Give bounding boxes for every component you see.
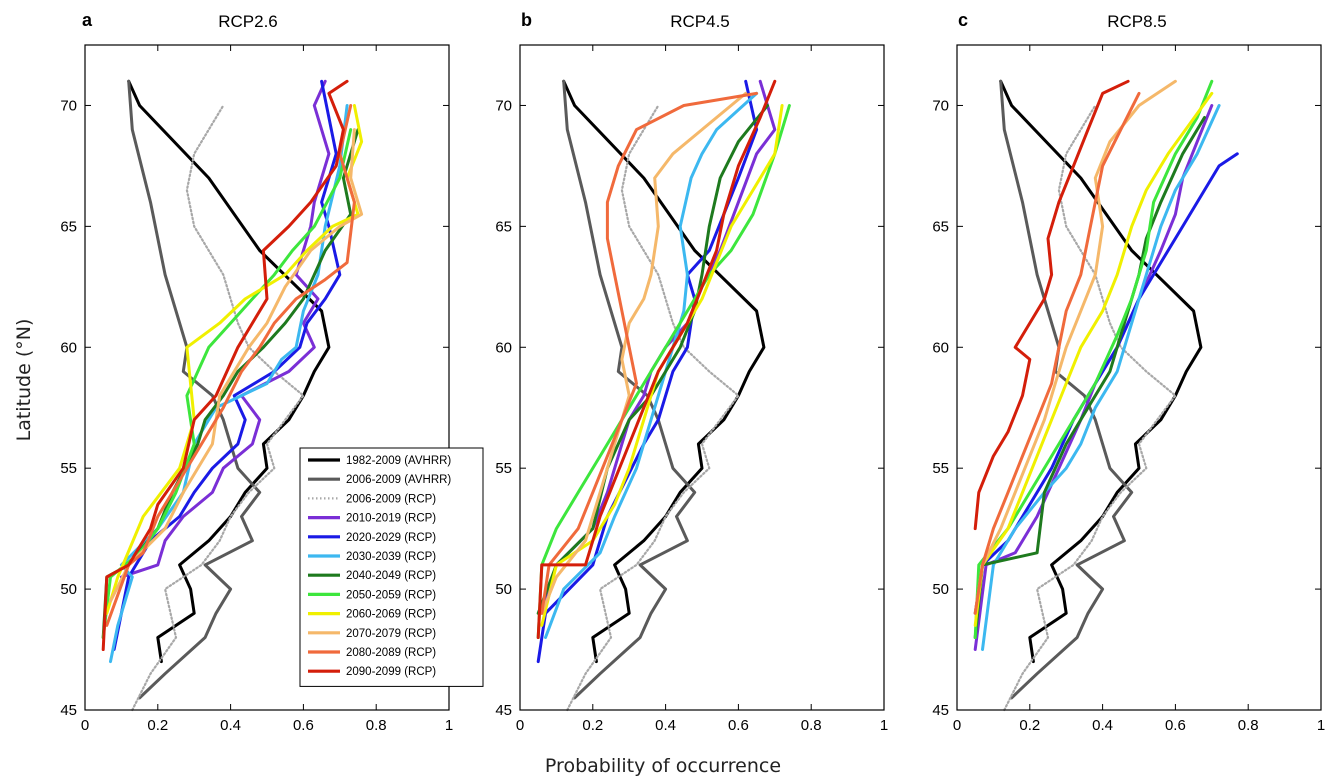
- y-tick-label-c-0: 45: [932, 702, 949, 719]
- x-tick-label-a-2: 0.4: [220, 717, 241, 734]
- y-tick-label-b-5: 70: [495, 97, 512, 114]
- y-tick-label-b-1: 50: [495, 581, 512, 598]
- y-tick-label-c-2: 55: [932, 460, 949, 477]
- x-tick-label-b-4: 0.8: [801, 717, 822, 734]
- x-tick-label-b-2: 0.4: [655, 717, 676, 734]
- plot-area-b: 0 0.2 0.4 0.6 0.8 1 45 50 55 60 65 70: [495, 44, 888, 734]
- series-line-b-6: [536, 104, 769, 615]
- series-line-b-1: [562, 79, 697, 700]
- x-tick-label-b-1: 0.2: [582, 717, 603, 734]
- legend-label-7: 2050-2059 (RCP): [346, 589, 436, 601]
- y-tick-label-c-1: 50: [932, 581, 949, 598]
- y-tick-label-a-0: 45: [60, 702, 77, 719]
- panel-a-letter: a: [82, 10, 93, 30]
- legend-label-11: 2090-2099 (RCP): [346, 666, 436, 678]
- y-tick-label-b-2: 55: [495, 460, 512, 477]
- axes-frame-c: [956, 44, 1322, 711]
- x-tick-label-a-3: 0.6: [293, 717, 314, 734]
- legend-label-8: 2060-2069 (RCP): [346, 609, 436, 621]
- x-tick-label-a-5: 1: [445, 717, 453, 734]
- series-line-b-4: [536, 79, 759, 664]
- panel-a: a RCP2.6: [82, 10, 278, 31]
- y-tick-label-a-4: 65: [60, 218, 77, 235]
- legend-box: [299, 447, 484, 687]
- y-tick-label-c-3: 60: [932, 339, 949, 356]
- x-tick-label-c-3: 0.6: [1165, 717, 1186, 734]
- series-line-a-2: [131, 104, 305, 712]
- x-tick-label-c-4: 0.8: [1238, 717, 1259, 734]
- x-tick-label-c-1: 0.2: [1019, 717, 1040, 734]
- axes-frame-b: [519, 44, 885, 711]
- series-line-b-7: [536, 104, 791, 639]
- series-line-c-0: [999, 79, 1203, 664]
- series-line-c-11: [973, 79, 1130, 531]
- series-line-a-11: [101, 79, 349, 651]
- y-tick-label-c-4: 65: [932, 218, 949, 235]
- series-line-a-1: [127, 79, 262, 700]
- x-tick-label-c-2: 0.4: [1092, 717, 1113, 734]
- x-tick-label-a-4: 0.8: [366, 717, 387, 734]
- legend-label-1: 2006-2009 (AVHRR): [346, 474, 451, 486]
- panel-b-title: RCP4.5: [670, 12, 730, 31]
- y-tick-label-a-5: 70: [60, 97, 77, 114]
- series-line-a-3: [119, 79, 331, 579]
- y-tick-label-a-1: 50: [60, 581, 77, 598]
- series-line-c-8: [973, 91, 1214, 627]
- panel-c-title: RCP8.5: [1107, 12, 1167, 31]
- series-line-c-1: [999, 79, 1134, 700]
- plot-area-a: 0 0.2 0.4 0.6 0.8 1 45 50 55 60 65 70: [60, 44, 453, 734]
- series-line-b-0: [562, 79, 766, 664]
- x-tick-label-b-5: 1: [880, 717, 888, 734]
- legend-label-2: 2006-2009 (RCP): [346, 493, 436, 505]
- series-line-b-2: [566, 104, 740, 712]
- panel-a-title: RCP2.6: [218, 12, 278, 31]
- y-tick-label-b-4: 65: [495, 218, 512, 235]
- x-tick-label-a-1: 0.2: [147, 717, 168, 734]
- series-line-c-2: [1003, 104, 1177, 712]
- series-line-c-5: [981, 104, 1221, 651]
- x-tick-label-a-0: 0: [81, 717, 89, 734]
- series-line-c-4: [973, 152, 1239, 615]
- y-tick-label-a-2: 55: [60, 460, 77, 477]
- x-tick-label-c-0: 0: [953, 717, 961, 734]
- series-line-c-6: [973, 116, 1206, 639]
- panel-b: b RCP4.5: [521, 10, 730, 31]
- x-axis-title: Probability of occurrence: [545, 755, 781, 777]
- plots: 0 0.2 0.4 0.6 0.8 1 45 50 55 60 65 70 0 0.2 0.4 0.6 0.8 1…: [60, 44, 1325, 734]
- series-line-b-10: [540, 91, 759, 615]
- series-line-a-10: [105, 104, 356, 627]
- panel-b-letter: b: [521, 10, 532, 30]
- panel-c-letter: c: [958, 10, 968, 30]
- y-axis-title: Latitude (°N): [13, 319, 35, 442]
- legend-label-3: 2010-2019 (RCP): [346, 513, 436, 525]
- series-line-c-10: [973, 91, 1141, 615]
- y-tick-label-b-3: 60: [495, 339, 512, 356]
- y-tick-label-a-3: 60: [60, 339, 77, 356]
- x-tick-label-b-0: 0: [516, 717, 524, 734]
- axes-frame-a: [84, 44, 450, 711]
- legend: 1982-2009 (AVHRR) 2006-2009 (AVHRR) 2006-2…: [299, 447, 484, 687]
- series-line-a-0: [127, 79, 331, 664]
- series-line-a-9: [109, 128, 364, 603]
- series-line-b-9: [540, 91, 748, 615]
- x-tick-label-b-3: 0.6: [728, 717, 749, 734]
- plot-area-c: 0 0.2 0.4 0.6 0.8 1 45 50 55 60 65 70: [932, 44, 1325, 734]
- x-tick-label-c-5: 1: [1317, 717, 1325, 734]
- series-line-b-11: [536, 79, 777, 639]
- legend-label-9: 2070-2079 (RCP): [346, 628, 436, 640]
- legend-label-6: 2040-2049 (RCP): [346, 570, 436, 582]
- legend-label-5: 2030-2039 (RCP): [346, 551, 436, 563]
- legend-label-10: 2080-2089 (RCP): [346, 647, 436, 659]
- panel-c: c RCP8.5: [958, 10, 1167, 31]
- legend-label-4: 2020-2029 (RCP): [346, 532, 436, 544]
- legend-label-0: 1982-2009 (AVHRR): [346, 455, 451, 467]
- y-tick-label-c-5: 70: [932, 97, 949, 114]
- series-line-c-9: [973, 79, 1177, 615]
- y-tick-label-b-0: 45: [495, 702, 512, 719]
